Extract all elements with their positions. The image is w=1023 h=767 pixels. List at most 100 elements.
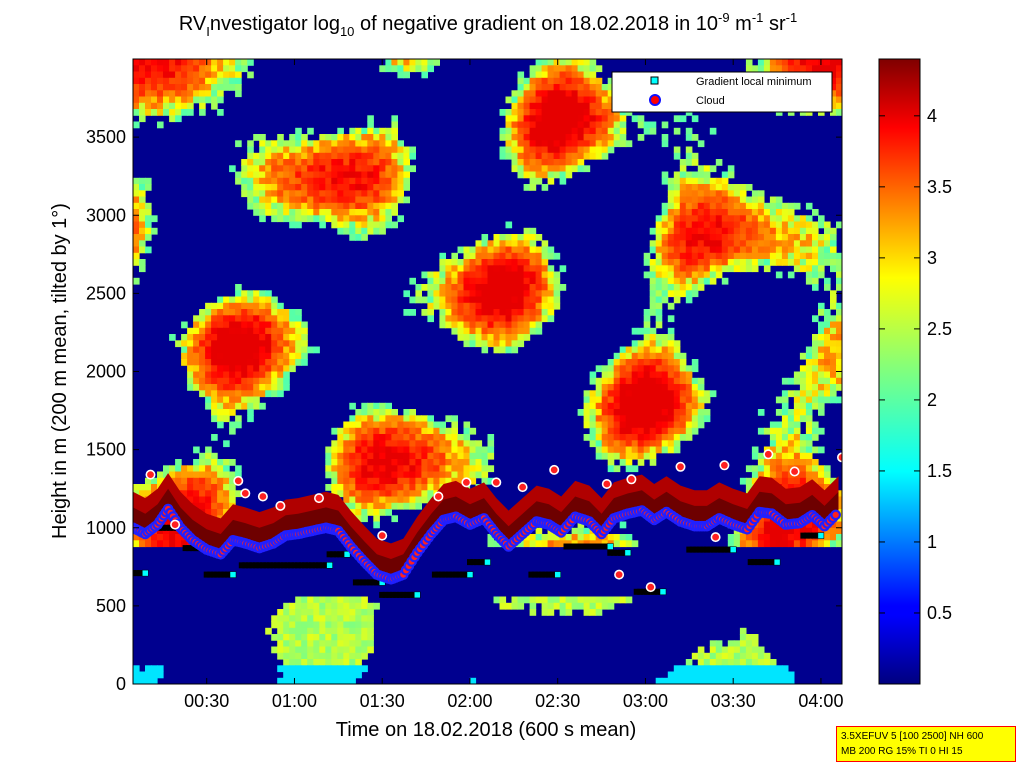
heatmap-cell bbox=[667, 196, 675, 204]
heatmap-cell bbox=[259, 202, 266, 210]
heatmap-cell bbox=[355, 502, 362, 510]
heatmap-cell bbox=[271, 321, 278, 329]
heatmap-cell bbox=[145, 65, 152, 73]
heatmap-cell bbox=[361, 190, 368, 198]
heatmap-cell bbox=[229, 409, 236, 416]
heatmap-cell bbox=[325, 177, 332, 185]
heatmap-cell bbox=[715, 659, 723, 666]
heatmap-cell bbox=[325, 152, 332, 160]
heatmap-cell bbox=[547, 315, 555, 323]
gradient-minimum-marker bbox=[614, 549, 621, 556]
heatmap-cell bbox=[151, 677, 158, 684]
heatmap-cell bbox=[289, 140, 296, 148]
heatmap-cell bbox=[824, 221, 831, 229]
heatmap-cell bbox=[373, 221, 380, 229]
heatmap-cell bbox=[409, 421, 416, 429]
heatmap-cell bbox=[169, 115, 176, 123]
heatmap-cell bbox=[295, 609, 302, 616]
heatmap-cell bbox=[409, 146, 416, 154]
heatmap-cell bbox=[763, 677, 771, 684]
heatmap-cell bbox=[751, 234, 759, 241]
heatmap-cell bbox=[355, 421, 362, 429]
heatmap-cell bbox=[355, 452, 362, 460]
heatmap-cell bbox=[637, 352, 645, 360]
gradient-minimum-marker bbox=[159, 524, 166, 531]
heatmap-cell bbox=[193, 77, 200, 85]
gradient-minimum-marker bbox=[295, 562, 301, 569]
heatmap-cell bbox=[667, 365, 675, 373]
heatmap-cell bbox=[325, 634, 332, 641]
heatmap-cell bbox=[775, 271, 783, 279]
heatmap-cell bbox=[247, 159, 254, 166]
heatmap-cell bbox=[487, 446, 495, 454]
heatmap-cell bbox=[181, 359, 188, 366]
heatmap-cell bbox=[355, 490, 362, 498]
heatmap-cell bbox=[637, 121, 645, 129]
heatmap-cell bbox=[175, 84, 182, 91]
heatmap-cell bbox=[139, 184, 146, 191]
heatmap-cell bbox=[493, 284, 501, 291]
heatmap-cell bbox=[565, 609, 573, 616]
heatmap-cell bbox=[157, 671, 164, 679]
heatmap-cell bbox=[739, 477, 747, 485]
heatmap-cell bbox=[655, 434, 663, 441]
heatmap-cell bbox=[361, 402, 368, 410]
heatmap-cell bbox=[139, 102, 146, 110]
heatmap-cell bbox=[295, 177, 302, 185]
heatmap-cell bbox=[721, 252, 729, 260]
heatmap-cell bbox=[824, 352, 831, 360]
heatmap-cell bbox=[295, 134, 302, 141]
heatmap-cell bbox=[289, 184, 296, 191]
gradient-minimum-marker bbox=[333, 551, 340, 558]
gradient-minimum-marker bbox=[435, 571, 442, 578]
heatmap-cell bbox=[781, 446, 789, 454]
heatmap-cell bbox=[385, 171, 392, 179]
heatmap-cell bbox=[505, 127, 513, 135]
heatmap-cell bbox=[691, 196, 699, 204]
heatmap-cell bbox=[673, 671, 681, 679]
heatmap-cell bbox=[589, 421, 597, 429]
heatmap-cell bbox=[673, 340, 681, 348]
heatmap-cell bbox=[769, 252, 777, 260]
heatmap-cell bbox=[595, 440, 603, 448]
heatmap-cell bbox=[367, 640, 374, 648]
heatmap-cell bbox=[511, 327, 519, 335]
heatmap-cell bbox=[805, 59, 813, 66]
heatmap-cell bbox=[307, 190, 314, 198]
gradient-minimum-marker bbox=[217, 571, 224, 578]
heatmap-cell bbox=[427, 484, 434, 491]
heatmap-cell bbox=[751, 65, 759, 73]
heatmap-cell bbox=[163, 102, 170, 110]
heatmap-cell bbox=[824, 371, 831, 379]
cloud-marker bbox=[710, 532, 721, 543]
heatmap-cell bbox=[757, 677, 765, 684]
heatmap-cell bbox=[247, 340, 254, 348]
heatmap-cell bbox=[253, 371, 260, 379]
heatmap-cell bbox=[769, 227, 777, 235]
heatmap-cell bbox=[355, 152, 362, 160]
gradient-minimum-marker bbox=[633, 588, 640, 595]
heatmap-cell bbox=[139, 190, 146, 198]
heatmap-cell bbox=[211, 477, 218, 485]
heatmap-cell bbox=[265, 384, 272, 391]
heatmap-cell bbox=[229, 402, 236, 410]
heatmap-cell bbox=[757, 527, 765, 535]
heatmap-cell bbox=[181, 340, 188, 348]
heatmap-cell bbox=[565, 534, 573, 541]
heatmap-cell bbox=[241, 384, 248, 391]
heatmap-cell bbox=[818, 221, 825, 229]
heatmap-cell bbox=[667, 446, 675, 454]
heatmap-cell bbox=[391, 515, 398, 523]
heatmap-cell bbox=[217, 365, 224, 373]
gradient-minimum-marker bbox=[137, 570, 143, 577]
heatmap-cell bbox=[655, 415, 663, 423]
heatmap-cell bbox=[301, 196, 308, 204]
heatmap-cell bbox=[385, 134, 392, 141]
heatmap-cell bbox=[769, 659, 777, 666]
heatmap-cell bbox=[319, 659, 326, 666]
heatmap-cell bbox=[415, 440, 422, 448]
heatmap-cell bbox=[643, 352, 651, 360]
heatmap-cell bbox=[781, 246, 789, 254]
heatmap-cell bbox=[679, 215, 687, 223]
heatmap-cell bbox=[349, 609, 356, 616]
